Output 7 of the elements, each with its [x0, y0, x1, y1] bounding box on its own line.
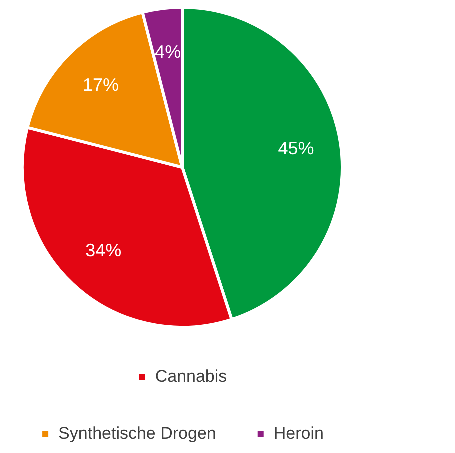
data-label: 34% — [86, 240, 122, 260]
data-label: 45% — [278, 138, 314, 158]
legend-label: Heroin — [274, 424, 324, 444]
data-label: 4% — [155, 42, 182, 62]
legend-label: Synthetische Drogen — [58, 424, 216, 444]
legend-label: Cannabis — [155, 367, 228, 386]
data-label: 17% — [83, 75, 120, 96]
